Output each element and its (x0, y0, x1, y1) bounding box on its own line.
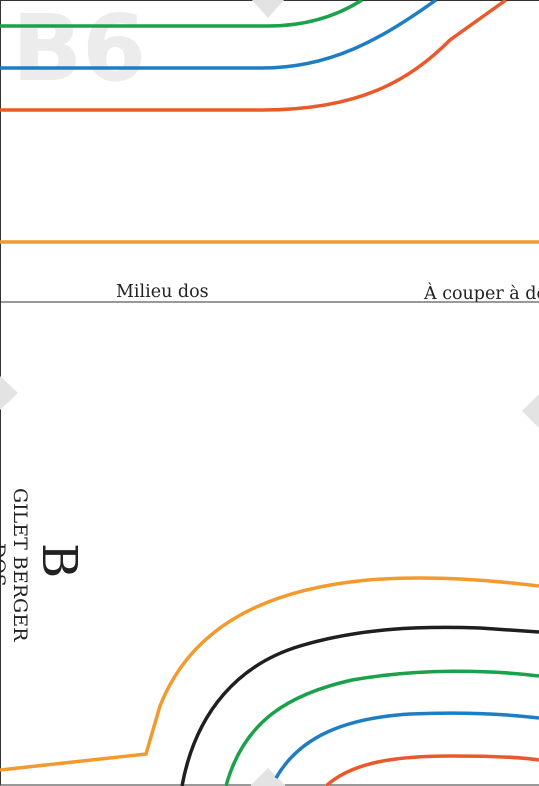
size-line-red-curve (324, 754, 539, 786)
size-line-black-curve (180, 625, 539, 786)
size-line-orange-curve (0, 576, 539, 772)
size-line-green-curve (224, 669, 539, 786)
alignment-marker-top (252, 0, 284, 18)
garment-name: GILET BERGER (9, 488, 31, 642)
size-line-blue-top (0, 0, 438, 70)
center-back-label: Milieu dos (116, 282, 209, 302)
alignment-marker-right (522, 394, 539, 428)
size-line-blue-curve (274, 711, 539, 779)
alignment-marker-left (0, 376, 18, 410)
piece-name: DOS (0, 543, 9, 587)
piece-letter: B (31, 543, 87, 578)
page-label-watermark: B6 (12, 0, 146, 102)
size-line-red-top (0, 0, 508, 112)
alignment-marker-bottom (250, 768, 286, 786)
cut-on-fold-label: À couper à dos (423, 283, 539, 304)
size-line-green-top (0, 0, 363, 28)
